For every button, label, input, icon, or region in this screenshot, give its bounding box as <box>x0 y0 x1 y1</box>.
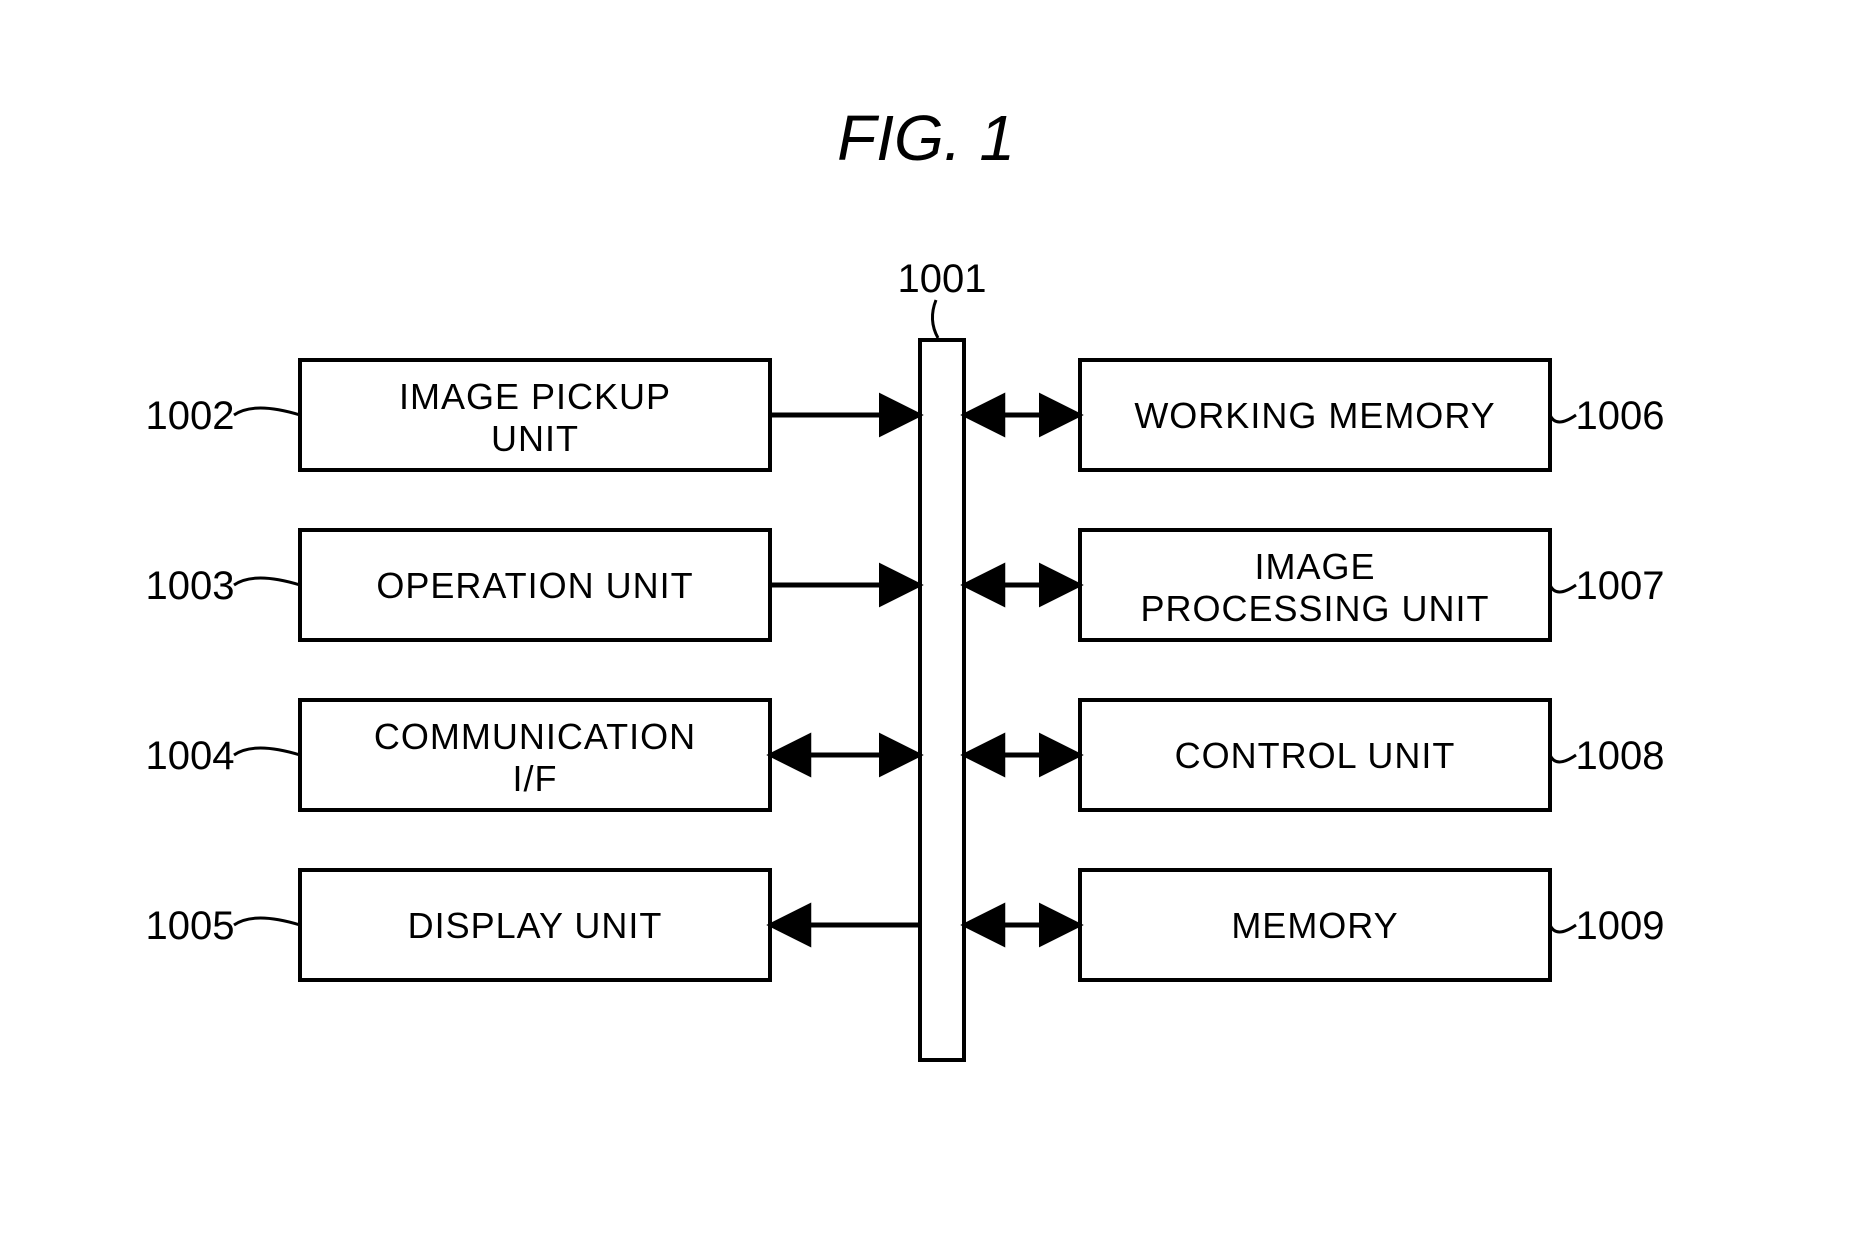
left-block-3-ref: 1005 <box>146 904 235 948</box>
right-block-3-ref: 1009 <box>1576 904 1665 948</box>
right-block-0-label: WORKING MEMORY <box>1134 395 1495 436</box>
right-block-1-label-2: PROCESSING UNIT <box>1140 588 1489 629</box>
figure-title: FIG. 1 <box>837 102 1015 174</box>
left-block-2-label-1: COMMUNICATION <box>374 716 696 757</box>
left-block-0-label-1: IMAGE PICKUP <box>399 376 671 417</box>
left-block-2-label-2: I/F <box>513 758 558 799</box>
right-block-1-label-1: IMAGE <box>1254 546 1375 587</box>
left-block-3-label: DISPLAY UNIT <box>408 905 663 946</box>
left-block-1-ref: 1003 <box>146 564 235 608</box>
right-block-1-ref-leader <box>1550 585 1576 592</box>
bus-ref-label: 1001 <box>898 257 987 301</box>
left-block-2-ref: 1004 <box>146 734 235 778</box>
right-block-2-ref-leader <box>1550 755 1576 762</box>
bus-ref-leader <box>932 300 938 338</box>
right-block-3-label: MEMORY <box>1231 905 1398 946</box>
block-diagram: FIG. 1 1001 IMAGE PICKUPUNIT 1002 OPERATION… <box>0 0 1852 1256</box>
left-block-3-ref-leader <box>234 918 300 925</box>
left-block-0-label-2: UNIT <box>491 418 579 459</box>
right-block-1-ref: 1007 <box>1576 564 1665 608</box>
system-bus <box>920 340 964 1060</box>
left-block-2-ref-leader <box>234 748 300 755</box>
right-block-2-ref: 1008 <box>1576 734 1665 778</box>
right-block-0-ref-leader <box>1550 415 1576 422</box>
right-block-0-ref: 1006 <box>1576 394 1665 438</box>
left-block-0-ref-leader <box>234 408 300 415</box>
left-block-1-ref-leader <box>234 578 300 585</box>
left-block-0-ref: 1002 <box>146 394 235 438</box>
right-block-2-label: CONTROL UNIT <box>1175 735 1456 776</box>
right-block-3-ref-leader <box>1550 925 1576 932</box>
left-block-1-label: OPERATION UNIT <box>376 565 693 606</box>
